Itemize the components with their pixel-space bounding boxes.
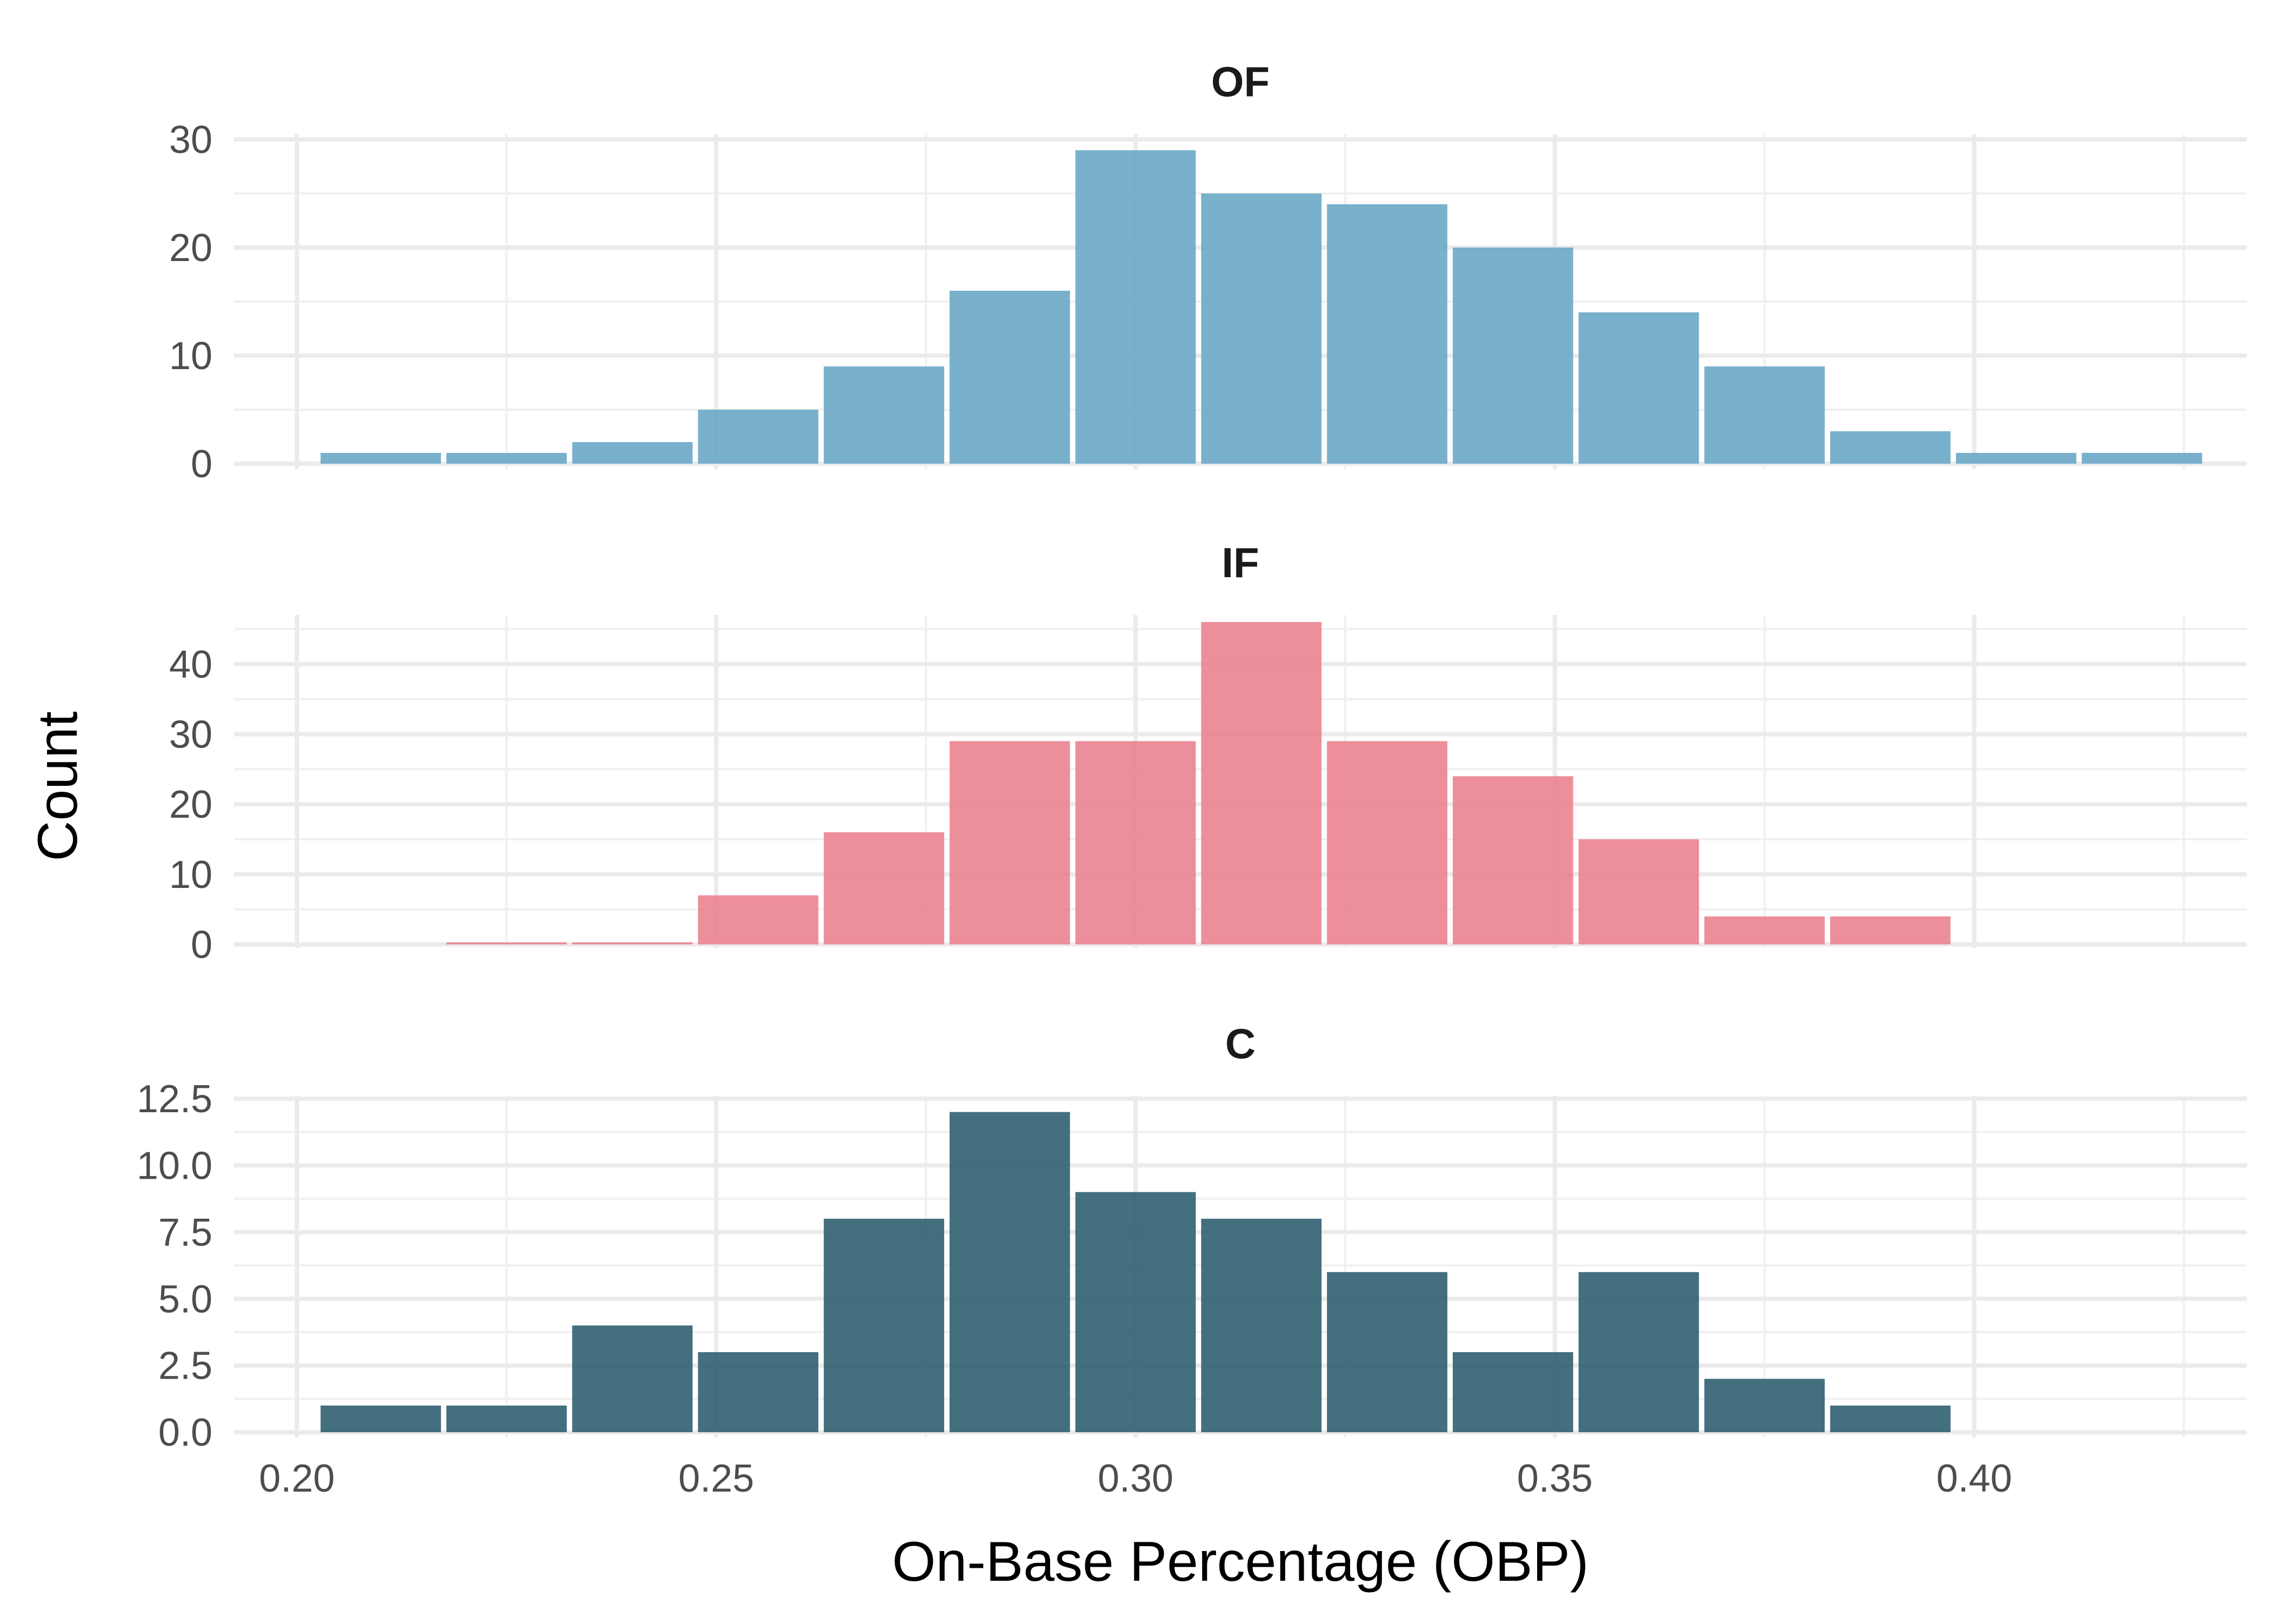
bar <box>321 453 441 464</box>
y-tick-label: 7.5 <box>158 1211 212 1254</box>
bar <box>1201 1219 1322 1433</box>
bar <box>1830 1405 1951 1433</box>
panel-title: C <box>1225 1020 1256 1067</box>
bar <box>1075 741 1196 945</box>
bar <box>824 1219 944 1433</box>
panel-title: OF <box>1211 58 1270 105</box>
y-tick-label: 40 <box>169 643 212 686</box>
panel-of: 0 10 20 30 OF <box>169 58 2247 486</box>
y-tick-label: 10 <box>169 335 212 378</box>
bar <box>1452 776 1573 945</box>
bar <box>1201 193 1322 464</box>
bar <box>824 832 944 945</box>
x-tick-label: 0.20 <box>259 1457 335 1500</box>
bar <box>698 1352 819 1433</box>
y-tick-label: 0 <box>191 924 212 967</box>
bar <box>572 1325 693 1433</box>
bar <box>1578 839 1699 945</box>
y-tick-label: 0.0 <box>158 1411 212 1454</box>
y-tick-label: 20 <box>169 783 212 826</box>
x-axis-title: On-Base Percentage (OBP) <box>892 1531 1588 1593</box>
y-tick-label: 10.0 <box>137 1144 212 1187</box>
bar <box>1830 431 1951 464</box>
bar <box>1452 1352 1573 1433</box>
panel-c: 0.0 2.5 5.0 7.5 10.0 12.5 C 0.20 0.25 0.30 0.35 0.4… <box>137 1020 2247 1500</box>
x-tick-label: 0.35 <box>1517 1457 1593 1500</box>
bar <box>949 1112 1070 1433</box>
y-tick-label: 0 <box>191 443 212 486</box>
bar <box>949 291 1070 464</box>
x-tick-label: 0.40 <box>1937 1457 2012 1500</box>
y-tick-label: 5.0 <box>158 1278 212 1321</box>
bar <box>321 1405 441 1433</box>
bar <box>446 942 567 945</box>
bar <box>698 895 819 945</box>
bar <box>949 741 1070 945</box>
y-tick-label: 12.5 <box>137 1078 212 1121</box>
bar <box>1955 453 2077 464</box>
y-axis-title: Count <box>26 711 89 861</box>
bar <box>1201 621 1322 945</box>
bar <box>1578 1272 1699 1433</box>
bar <box>446 1405 567 1433</box>
bar <box>446 453 567 464</box>
bar <box>2081 453 2202 464</box>
bar <box>1075 150 1196 464</box>
bar <box>1075 1192 1196 1433</box>
x-tick-label: 0.25 <box>678 1457 754 1500</box>
bar <box>1327 741 1447 945</box>
panels: 0 10 20 30 OF 0 10 20 30 40 IF 0.0 2.5 5.0 7.5 10.0 12.5… <box>137 58 2247 1500</box>
panel-title: IF <box>1221 539 1259 586</box>
bar <box>572 442 693 464</box>
bar <box>824 366 944 464</box>
bar <box>1704 366 1825 464</box>
bar <box>1327 204 1447 464</box>
y-tick-label: 20 <box>169 226 212 270</box>
bar <box>572 942 693 945</box>
bar <box>698 410 819 464</box>
y-tick-label: 30 <box>169 713 212 756</box>
bar <box>1327 1272 1447 1433</box>
y-tick-label: 10 <box>169 853 212 897</box>
bar <box>1578 312 1699 464</box>
x-tick-label: 0.30 <box>1098 1457 1173 1500</box>
y-tick-label: 30 <box>169 118 212 162</box>
panel-if: 0 10 20 30 40 IF <box>169 539 2247 967</box>
y-tick-label: 2.5 <box>158 1345 212 1388</box>
bar <box>1452 248 1573 464</box>
bar <box>1704 916 1825 945</box>
bar <box>1830 916 1951 945</box>
bar <box>1704 1379 1825 1433</box>
